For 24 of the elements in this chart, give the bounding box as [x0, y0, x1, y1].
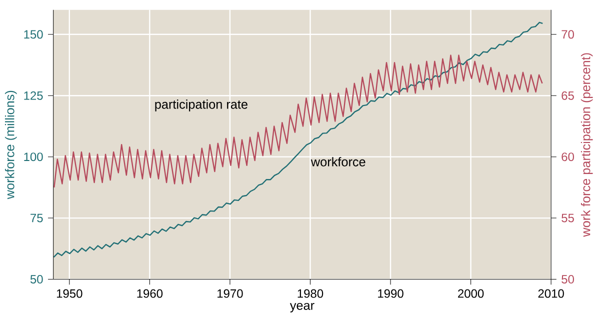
x-tick-label: 1990 [378, 289, 404, 298]
y2-tick-label: 50 [562, 275, 574, 284]
y2-tick-label: 55 [562, 214, 574, 222]
y2-tick-label: 60 [562, 152, 574, 162]
series-label: workforce [310, 157, 366, 166]
x-tick-label: 1960 [137, 289, 163, 298]
series-label: participation rate [155, 100, 248, 112]
y2-tick-label: 70 [562, 30, 574, 39]
y-axis-title: workforce (millions) [4, 90, 17, 200]
line-series [54, 54, 543, 188]
x-tick-label: 2010 [538, 289, 564, 298]
line-series [53, 22, 544, 258]
y2-axis-title: work force participation (percent) [580, 53, 593, 237]
y-tick-label: 125 [24, 91, 43, 100]
y-tick-label: 75 [30, 214, 43, 222]
x-tick-label: 1950 [56, 289, 82, 298]
y-tick-label: 100 [24, 152, 43, 162]
x-tick-label: 1970 [218, 289, 243, 298]
x-axis-title: year [290, 302, 314, 312]
y-tick-label: 50 [30, 275, 43, 284]
x-tick-label: 1980 [298, 289, 324, 298]
y2-tick-label: 65 [562, 91, 574, 100]
y-tick-label: 150 [24, 30, 43, 39]
x-tick-label: 2000 [458, 289, 484, 298]
